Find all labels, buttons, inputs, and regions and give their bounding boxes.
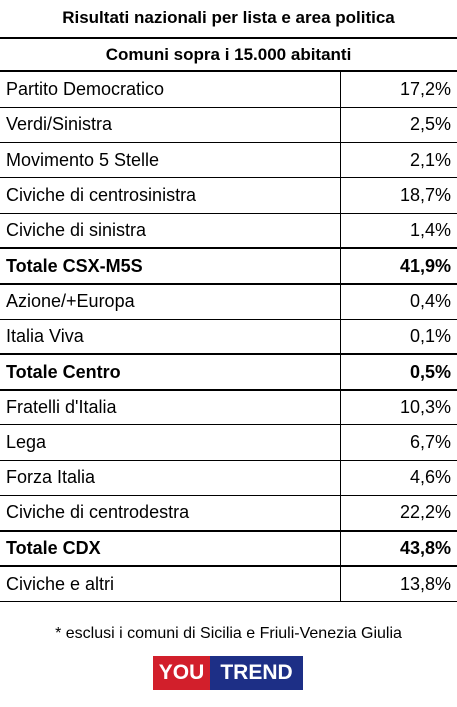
table-row: Verdi/Sinistra 2,5% xyxy=(0,107,457,144)
row-label: Civiche di sinistra xyxy=(0,213,341,249)
logo-you: You xyxy=(153,656,210,690)
row-label: Fratelli d'Italia xyxy=(0,389,341,426)
row-value: 4,6% xyxy=(340,460,457,497)
row-label: Partito Democratico xyxy=(0,72,341,108)
table-title: Risultati nazionali per lista e area pol… xyxy=(62,8,395,27)
row-label: Italia Viva xyxy=(0,319,341,355)
table-total-row: Totale Centro 0,5% xyxy=(0,353,457,391)
row-value: 43,8% xyxy=(340,529,457,568)
row-label: Lega xyxy=(0,424,341,461)
row-label: Azione/+Europa xyxy=(0,283,341,320)
table-row: Civiche di centrodestra 22,2% xyxy=(0,495,457,532)
logo-trend: Trend xyxy=(210,656,303,690)
table-row: Civiche e altri 13,8% xyxy=(0,566,457,602)
row-value: 22,2% xyxy=(340,495,457,532)
row-label: Totale Centro xyxy=(0,353,341,391)
table-row: Forza Italia 4,6% xyxy=(0,460,457,497)
row-value: 17,2% xyxy=(340,72,457,108)
youtrend-logo: You Trend xyxy=(153,656,303,690)
row-value: 18,7% xyxy=(340,177,457,214)
table-row: Movimento 5 Stelle 2,1% xyxy=(0,142,457,179)
row-value: 2,1% xyxy=(340,142,457,179)
row-label: Civiche e altri xyxy=(0,566,341,602)
table-row: Fratelli d'Italia 10,3% xyxy=(0,389,457,426)
table-row: Partito Democratico 17,2% xyxy=(0,72,457,108)
row-value: 2,5% xyxy=(340,107,457,144)
row-value: 6,7% xyxy=(340,424,457,461)
row-value: 0,1% xyxy=(340,319,457,355)
row-label: Civiche di centrodestra xyxy=(0,495,341,532)
row-label: Verdi/Sinistra xyxy=(0,107,341,144)
table-row: Civiche di centrosinistra 18,7% xyxy=(0,177,457,214)
footnote: * esclusi i comuni di Sicilia e Friuli-V… xyxy=(55,625,402,642)
table-row: Lega 6,7% xyxy=(0,424,457,461)
results-table: Partito Democratico 17,2% Verdi/Sinistra 2,… xyxy=(0,72,457,602)
row-label: Totale CSX-M5S xyxy=(0,247,341,285)
row-label: Totale CDX xyxy=(0,529,341,568)
table-row: Azione/+Europa 0,4% xyxy=(0,283,457,320)
table-subtitle: Comuni sopra i 15.000 abitanti xyxy=(0,37,457,72)
table-total-row: Totale CDX 43,8% xyxy=(0,529,457,568)
table-total-row: Totale CSX-M5S 41,9% xyxy=(0,247,457,285)
table-row: Italia Viva 0,1% xyxy=(0,319,457,355)
table-row: Civiche di sinistra 1,4% xyxy=(0,213,457,249)
row-value: 0,5% xyxy=(340,353,457,391)
row-value: 10,3% xyxy=(340,389,457,426)
row-value: 0,4% xyxy=(340,283,457,320)
row-label: Civiche di centrosinistra xyxy=(0,177,341,214)
row-label: Movimento 5 Stelle xyxy=(0,142,341,179)
row-value: 13,8% xyxy=(340,566,457,602)
row-label: Forza Italia xyxy=(0,460,341,497)
row-value: 41,9% xyxy=(340,247,457,285)
row-value: 1,4% xyxy=(340,213,457,249)
